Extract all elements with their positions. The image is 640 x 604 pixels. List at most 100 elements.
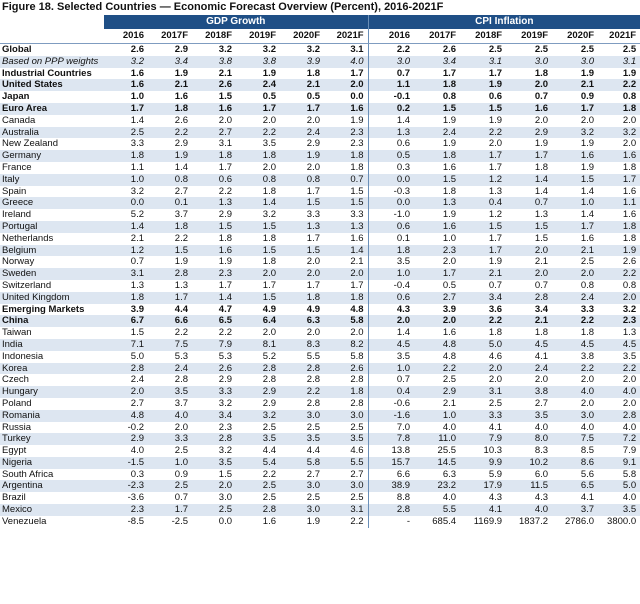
cpi-value-cell: 2.0: [534, 374, 549, 386]
cpi-value-cell: 2.5: [622, 44, 637, 55]
country-label: Taiwan: [2, 327, 32, 339]
gdp-value-cell: 2.9: [104, 433, 148, 446]
gdp-value-cell: 3.2: [236, 409, 280, 422]
cpi-value-cell: 13.8: [367, 445, 415, 457]
cpi-value-cell: 3.5: [367, 350, 415, 363]
gdp-value-cell: 1.7: [280, 102, 324, 115]
gdp-value-cell: 2.2: [148, 126, 192, 139]
gdp-growth-header: GDP Growth: [104, 15, 369, 29]
cpi-value-cell: 1.8: [488, 327, 503, 339]
gdp-value-cell: 5.8: [350, 350, 364, 362]
cpi-value-cell: 4.8: [414, 338, 461, 351]
cpi-value-cell: 2.9: [506, 126, 553, 139]
gdp-value-cell: 2.5: [306, 492, 320, 504]
cpi-value-cell: 4.5: [552, 338, 599, 351]
gdp-value-cell: 1.7: [306, 185, 320, 197]
cpi-value-cell: 2.5: [442, 374, 457, 386]
gdp-value-cell: 2.0: [306, 114, 320, 126]
cpi-value-cell: 5.8: [622, 468, 637, 480]
cpi-value-cell: 10.3: [483, 445, 503, 457]
table-row: Indonesia 5.0 5.3 5.3 5.2 5.5 5.8 3.5 4.8 4.6 4.1 3…: [0, 350, 640, 363]
gdp-value-cell: 3.0: [218, 492, 232, 504]
cpi-value-cell: 8.6: [552, 456, 599, 469]
cpi-value-cell: 1.2: [460, 173, 507, 186]
gdp-value-cell: 5.5: [306, 350, 320, 362]
cpi-value-cell: 0.5: [442, 279, 457, 291]
country-label: Germany: [0, 150, 104, 162]
gdp-value-cell: 2.6: [174, 114, 188, 126]
country-label: Indonesia: [2, 350, 44, 362]
country-label: Norway: [2, 256, 35, 268]
cpi-value-cell: 2.8: [506, 291, 553, 304]
gdp-year-header: 2019F: [236, 29, 280, 44]
gdp-value-cell: 1.8: [262, 256, 276, 268]
group-header-spacer: [0, 15, 104, 29]
cpi-value-cell: 0.3: [367, 161, 415, 174]
cpi-value-cell: 1.9: [622, 67, 637, 79]
gdp-value-cell: 1.4: [130, 114, 144, 126]
cpi-value-cell: 1.4: [580, 209, 595, 221]
cpi-value-cell: 5.6: [580, 468, 595, 480]
gdp-value-cell: 2.2: [236, 126, 280, 139]
table-row: Korea 2.8 2.4 2.6 2.8 2.8 2.6 1.0 2.2 2.0 2.4 2.2 2.…: [0, 362, 640, 375]
gdp-value-cell: 3.0: [280, 480, 324, 493]
cpi-value-cell: 4.1: [534, 350, 549, 362]
gdp-value-cell: 3.5: [148, 386, 192, 398]
cpi-year-header: 2020F: [552, 29, 599, 44]
cpi-value-cell: 0.5: [367, 150, 415, 162]
gdp-value-cell: 4.4: [262, 445, 276, 457]
gdp-value-cell: 2.6: [324, 362, 369, 375]
gdp-value-cell: 1.3: [174, 279, 188, 291]
gdp-value-cell: 1.7: [236, 102, 280, 115]
cpi-value-cell: 5.0: [460, 338, 507, 351]
gdp-value-cell: 2.9: [236, 386, 280, 398]
gdp-value-cell: 1.3: [192, 197, 236, 210]
cpi-value-cell: 1.6: [580, 232, 595, 244]
country-label: Argentina: [0, 480, 104, 493]
gdp-value-cell: 1.7: [350, 67, 364, 79]
cpi-value-cell: 1.8: [580, 327, 595, 339]
gdp-value-cell: 2.0: [350, 327, 364, 339]
gdp-value-cell: 3.3: [130, 138, 144, 150]
country-label: Japan: [2, 91, 30, 103]
cpi-value-cell: 4.0: [598, 386, 640, 398]
country-label: Switzerland: [2, 279, 52, 291]
cpi-value-cell: 1.4: [367, 114, 415, 127]
cpi-value-cell: 685.4: [432, 515, 457, 527]
cpi-value-cell: 2.1: [552, 244, 599, 257]
country-label: Greece: [0, 197, 104, 210]
cpi-value-cell: 3.0: [552, 409, 599, 422]
gdp-value-cell: 2.2: [174, 232, 188, 244]
cpi-value-cell: 1.6: [552, 150, 599, 162]
cpi-value-cell: 0.7: [506, 197, 553, 210]
gdp-value-cell: 1.7: [104, 102, 148, 115]
cpi-value-cell: -1.0: [367, 209, 415, 221]
cpi-value-cell: 4.0: [506, 504, 553, 516]
cpi-value-cell: 1.8: [414, 79, 461, 92]
gdp-value-cell: 3.4: [192, 409, 236, 422]
country-label: Mexico: [0, 504, 104, 516]
cpi-value-cell: 1.8: [534, 327, 549, 339]
country-label: Emerging Markets: [2, 303, 85, 315]
table-row: Greece 0.0 0.1 1.3 1.4 1.5 1.5 0.0 1.3 0.4 0.7 1.0 1…: [0, 197, 640, 210]
gdp-value-cell: 3.3: [306, 209, 320, 221]
gdp-value-cell: 0.0: [104, 197, 148, 210]
cpi-value-cell: 7.9: [622, 445, 637, 457]
cpi-value-cell: 1.5: [506, 220, 553, 233]
gdp-value-cell: 3.2: [104, 55, 148, 68]
cpi-value-cell: 2.5: [580, 44, 595, 55]
cpi-value-cell: 6.6: [367, 468, 415, 481]
cpi-value-cell: 4.0: [442, 421, 457, 433]
gdp-value-cell: 2.9: [218, 209, 232, 221]
gdp-value-cell: 1.5: [350, 185, 364, 197]
gdp-value-cell: 3.9: [280, 55, 324, 68]
cpi-value-cell: 7.8: [367, 433, 415, 446]
gdp-value-cell: 2.2: [174, 327, 188, 339]
gdp-value-cell: 1.8: [324, 291, 369, 304]
cpi-value-cell: 4.5: [367, 338, 415, 351]
cpi-value-cell: 1.7: [598, 173, 640, 186]
gdp-value-cell: -8.5: [127, 515, 144, 527]
gdp-value-cell: 8.3: [280, 338, 324, 351]
cpi-value-cell: 3.4: [534, 303, 549, 315]
gdp-value-cell: 2.9: [174, 138, 188, 150]
